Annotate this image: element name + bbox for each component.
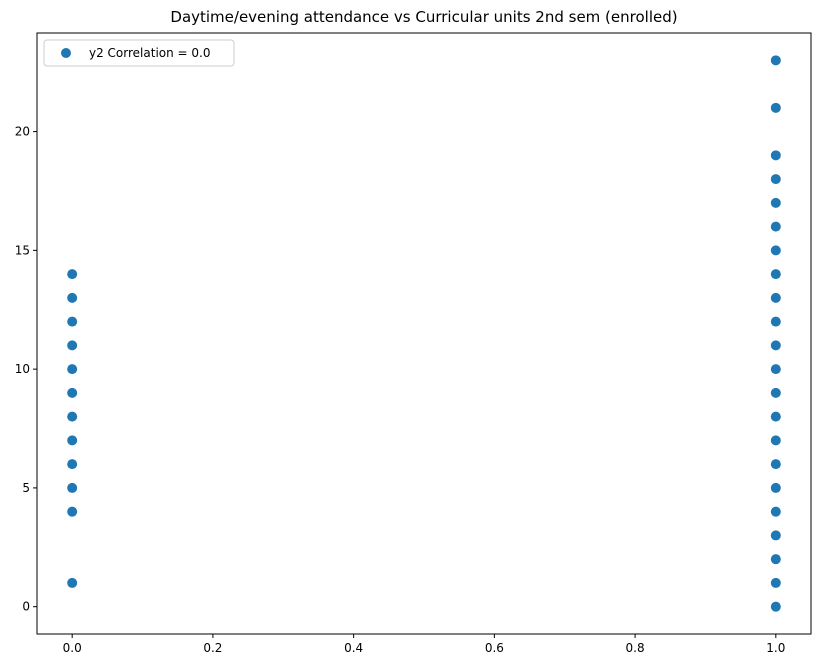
data-point bbox=[770, 197, 781, 208]
data-point bbox=[770, 340, 781, 351]
x-tick-label: 0.4 bbox=[344, 641, 363, 655]
data-point bbox=[67, 292, 78, 303]
data-point bbox=[67, 364, 78, 375]
data-point bbox=[67, 269, 78, 280]
data-point bbox=[770, 102, 781, 113]
x-tick-label: 0.0 bbox=[63, 641, 82, 655]
legend-box bbox=[43, 39, 235, 67]
y-tick-label: 5 bbox=[22, 481, 30, 495]
data-point bbox=[770, 150, 781, 161]
x-tick-label: 1.0 bbox=[766, 641, 785, 655]
data-point bbox=[67, 387, 78, 398]
plot-area: 0.0 0.2 0.4 0.6 0.8 1.0 0 5 10 15 20 bbox=[15, 32, 812, 655]
x-tick-label: 0.8 bbox=[626, 641, 645, 655]
data-point bbox=[770, 554, 781, 565]
data-point bbox=[770, 530, 781, 541]
data-point bbox=[67, 459, 78, 470]
data-point bbox=[770, 506, 781, 517]
data-point bbox=[770, 459, 781, 470]
data-point bbox=[770, 601, 781, 612]
data-point bbox=[67, 411, 78, 422]
data-point bbox=[67, 435, 78, 446]
data-point bbox=[67, 340, 78, 351]
data-point bbox=[770, 245, 781, 256]
data-point bbox=[770, 292, 781, 303]
data-point bbox=[770, 435, 781, 446]
x-tick-label: 0.6 bbox=[485, 641, 504, 655]
data-point bbox=[770, 221, 781, 232]
legend-marker bbox=[61, 48, 71, 58]
data-point bbox=[770, 55, 781, 66]
data-point bbox=[770, 269, 781, 280]
y-tick-label: 15 bbox=[15, 243, 30, 257]
y-tick-label: 10 bbox=[15, 362, 30, 376]
y-tick-label: 20 bbox=[15, 125, 30, 139]
data-point bbox=[770, 482, 781, 493]
y-tick-label: 0 bbox=[22, 600, 30, 614]
data-point bbox=[67, 577, 78, 588]
data-point bbox=[67, 482, 78, 493]
x-tick-label: 0.2 bbox=[203, 641, 222, 655]
data-point bbox=[770, 364, 781, 375]
data-point bbox=[67, 316, 78, 327]
axes-frame bbox=[36, 32, 812, 635]
data-point bbox=[770, 387, 781, 398]
data-point bbox=[770, 411, 781, 422]
data-point bbox=[770, 174, 781, 185]
data-point bbox=[770, 316, 781, 327]
legend-label: y2 Correlation = 0.0 bbox=[89, 46, 211, 60]
legend: y2 Correlation = 0.0 bbox=[43, 39, 235, 67]
chart-title: Daytime/evening attendance vs Curricular… bbox=[170, 8, 677, 26]
data-point bbox=[67, 506, 78, 517]
data-point bbox=[770, 577, 781, 588]
